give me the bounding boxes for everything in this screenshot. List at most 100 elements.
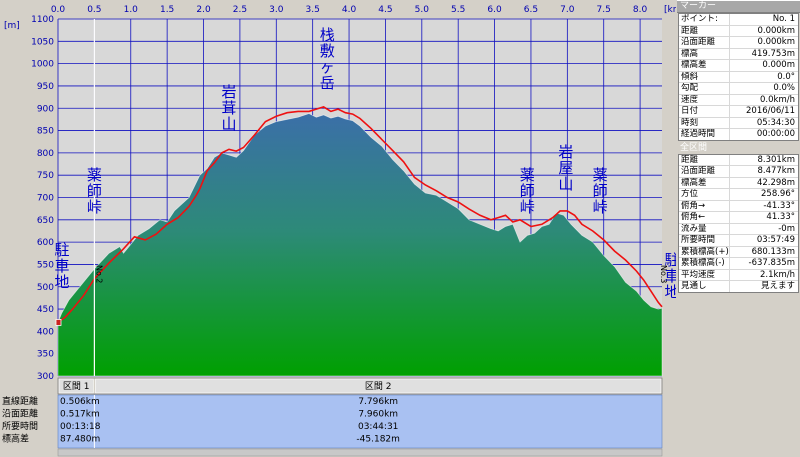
total-info-table: 距離 8.301km 沿面距離 8.477km 標高差 42.298m 方位 258.96° 俯…: [678, 153, 799, 293]
marker-info-row: 経過時間 00:00:00: [679, 129, 798, 140]
marker-info-table: ポイント: No. 1 距離 0.000km 沿面距離 0.000km 標高 419.753m…: [678, 13, 799, 141]
section1-value: 0.506km: [60, 397, 100, 407]
marker-info-value: 2016/06/11: [746, 106, 795, 116]
x-tick-label: 2.0: [196, 5, 211, 15]
x-tick-label: 6.0: [487, 5, 502, 15]
total-info-row: 流み量 -0m: [679, 223, 798, 235]
y-tick-label: 650: [37, 216, 54, 226]
marker-info-row: 速度 0.0km/h: [679, 94, 798, 106]
total-info-row: 累積標高(+) 680.133m: [679, 246, 798, 258]
marker-section-title: マーカー: [677, 0, 800, 13]
place-label: 駐: [664, 251, 676, 269]
x-tick-label: 5.5: [451, 5, 465, 15]
terrain-area: [57, 113, 663, 377]
marker-info-label: 標高: [679, 48, 730, 59]
x-tick-label: 1.5: [160, 5, 174, 15]
total-info-row: 沿面距離 8.477km: [679, 166, 798, 178]
marker-info-row: 沿面距離 0.000km: [679, 37, 798, 49]
place-label: ヶ: [320, 58, 335, 76]
marker-info-value: 0.0%: [773, 83, 795, 93]
total-info-row: 距離 8.301km: [679, 154, 798, 166]
y-tick-label: 300: [37, 372, 54, 382]
total-info-row: 標高差 42.298m: [679, 177, 798, 189]
total-info-row: 俯角← 41.33°: [679, 212, 798, 224]
total-info-value: -41.33°: [763, 200, 795, 211]
total-info-label: 累積標高(-): [679, 258, 730, 269]
y-tick-label: 1100: [31, 15, 54, 25]
place-label: 地: [54, 273, 69, 291]
y-tick-label: 450: [37, 305, 54, 315]
total-info-value: -637.835m: [748, 258, 796, 268]
total-info-label: 距離: [679, 154, 730, 165]
marker-info-label: 速度: [679, 94, 730, 105]
total-info-value: 680.133m: [751, 246, 795, 257]
marker-info-value: 00:00:00: [756, 129, 795, 139]
total-info-value: 2.1km/h: [760, 269, 795, 280]
section2-value: -45.182m: [356, 435, 400, 445]
place-label: 敷: [320, 42, 335, 60]
x-tick-label: 6.5: [524, 5, 538, 15]
marker-info-value: 0.0km/h: [760, 94, 795, 105]
section2-header: 区間 2: [365, 381, 392, 392]
track-elevation-line[interactable]: [57, 106, 663, 324]
marker-info-value: No. 1: [772, 14, 795, 24]
start-point-marker[interactable]: [55, 319, 62, 326]
total-info-label: 流み量: [679, 223, 730, 234]
marker-info-label: 勾配: [679, 83, 730, 94]
x-tick-label: 1.0: [124, 5, 139, 15]
x-unit-label: [km]: [664, 5, 676, 15]
total-info-row: 俯角→ -41.33°: [679, 200, 798, 212]
x-tick-label: 0.0: [51, 5, 66, 15]
section2-value: 7.796km: [358, 397, 398, 407]
total-info-row: 平均速度 2.1km/h: [679, 269, 798, 281]
x-tick-label: 7.0: [560, 5, 575, 15]
section1-tab[interactable]: [58, 378, 94, 394]
marker-info-row: 標高 419.753m: [679, 48, 798, 60]
section-data-band: [57, 394, 663, 449]
place-label: 屋: [558, 159, 573, 177]
total-info-label: 俯角←: [679, 212, 730, 223]
marker-info-label: ポイント:: [679, 14, 730, 25]
section-row-label: 直線距離: [2, 395, 38, 407]
y-tick-label: 500: [37, 283, 54, 293]
y-tick-label: 700: [37, 194, 54, 204]
x-tick-label: 7.5: [597, 5, 611, 15]
place-label: 栈: [320, 26, 335, 44]
total-info-label: 方位: [679, 189, 730, 200]
total-info-label: 所要時間: [679, 235, 730, 246]
marker-info-label: 沿面距離: [679, 37, 730, 48]
horizontal-scrollbar[interactable]: [57, 448, 663, 457]
total-info-value: 03:57:49: [756, 235, 795, 245]
marker-info-row: ポイント: No. 1: [679, 14, 798, 26]
section1-value: 87.480m: [60, 435, 100, 445]
total-info-value: 42.298m: [756, 177, 795, 188]
marker-info-label: 日付: [679, 106, 730, 117]
y-unit-label: [m]: [4, 21, 20, 31]
y-tick-label: 750: [37, 171, 54, 181]
marker-info-label: 傾斜: [679, 71, 730, 82]
total-info-label: 俯角→: [679, 200, 730, 211]
total-info-row: 見通し 見えます: [679, 281, 798, 292]
marker-info-label: 標高差: [679, 60, 730, 71]
section2-tab[interactable]: [95, 378, 662, 394]
marker-info-row: 時刻 05:34:30: [679, 117, 798, 129]
marker-info-value: 05:34:30: [756, 117, 795, 128]
place-label: 駐: [54, 241, 69, 259]
waypoint-tag: No.3: [659, 265, 668, 283]
section1-value: 00:13:18: [60, 422, 101, 432]
total-info-value: 8.477km: [757, 166, 795, 176]
section1-value: 0.517km: [60, 410, 100, 420]
marker-info-row: 標高差 0.000m: [679, 60, 798, 72]
total-info-value: 41.33°: [766, 212, 795, 222]
total-info-row: 所要時間 03:57:49: [679, 235, 798, 247]
total-info-label: 累積標高(+): [681, 246, 730, 257]
elevation-chart-area[interactable]: 0.0 0.5 1.0 1.5 2.0 2.5 3.0 3.5 4.0 4.5 5.0 5.5 6.0 6…: [0, 0, 676, 457]
elevation-profile-chart[interactable]: 0.0 0.5 1.0 1.5 2.0 2.5 3.0 3.5 4.0 4.5 5.0 5.5 6.0 6…: [0, 0, 676, 457]
total-info-value: 見えます: [760, 281, 795, 291]
section-row-label: 沿面距離: [2, 408, 38, 420]
total-info-row: 累積標高(-) -637.835m: [679, 258, 798, 270]
section-row-label: 所要時間: [2, 421, 38, 432]
y-tick-label: 1000: [31, 60, 54, 70]
total-info-label: 見通し: [679, 281, 730, 292]
info-panel: マーカー ポイント: No. 1 距離 0.000km 沿面距離 0.000km 標高 419…: [677, 0, 800, 457]
